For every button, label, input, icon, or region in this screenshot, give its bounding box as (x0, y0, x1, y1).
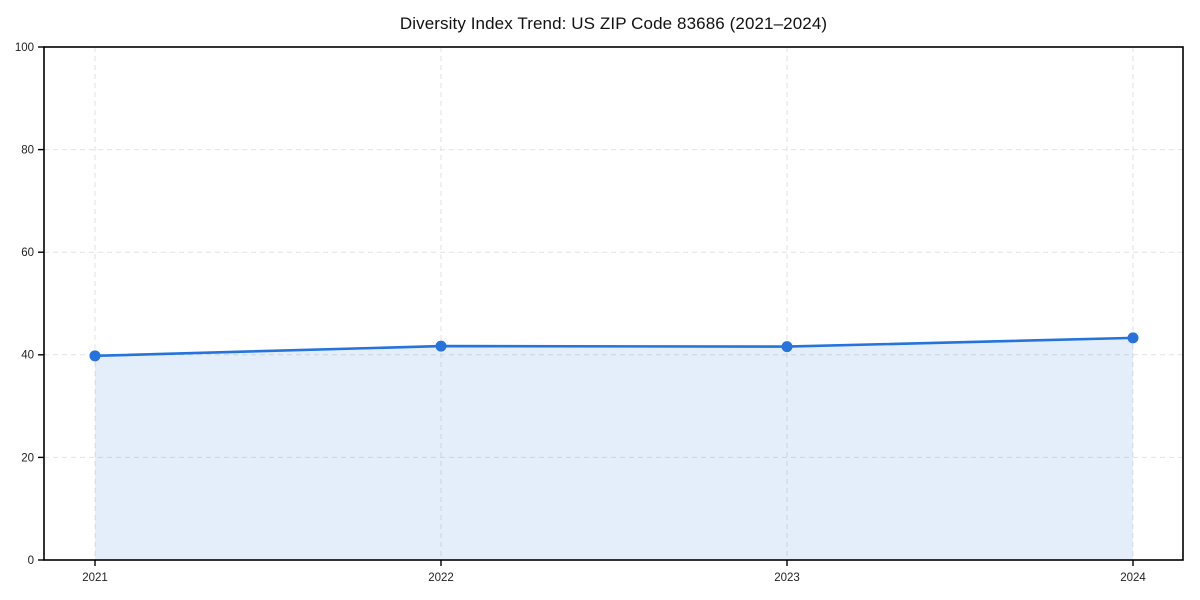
y-tick-label: 20 (21, 452, 34, 464)
data-point (781, 341, 793, 353)
data-point (89, 350, 101, 362)
area-fill (95, 337, 1133, 560)
plot-frame (43, 46, 1184, 561)
x-tick-label: 2024 (1120, 572, 1146, 584)
trend-line (93, 336, 1135, 358)
y-tick-label: 40 (21, 350, 34, 362)
y-tick-label: 60 (21, 247, 34, 259)
data-point (1127, 332, 1139, 344)
y-tick-label: 80 (21, 145, 34, 157)
x-tick-label: 2021 (82, 572, 108, 584)
y-tick-label: 100 (15, 42, 34, 54)
y-tick-label: 0 (28, 555, 34, 567)
x-tick-label: 2023 (774, 572, 800, 584)
plot-area (44, 47, 1183, 560)
chart-title: Diversity Index Trend: US ZIP Code 83686… (399, 14, 828, 33)
x-tick-label: 2022 (428, 572, 454, 584)
data-point (435, 340, 447, 352)
